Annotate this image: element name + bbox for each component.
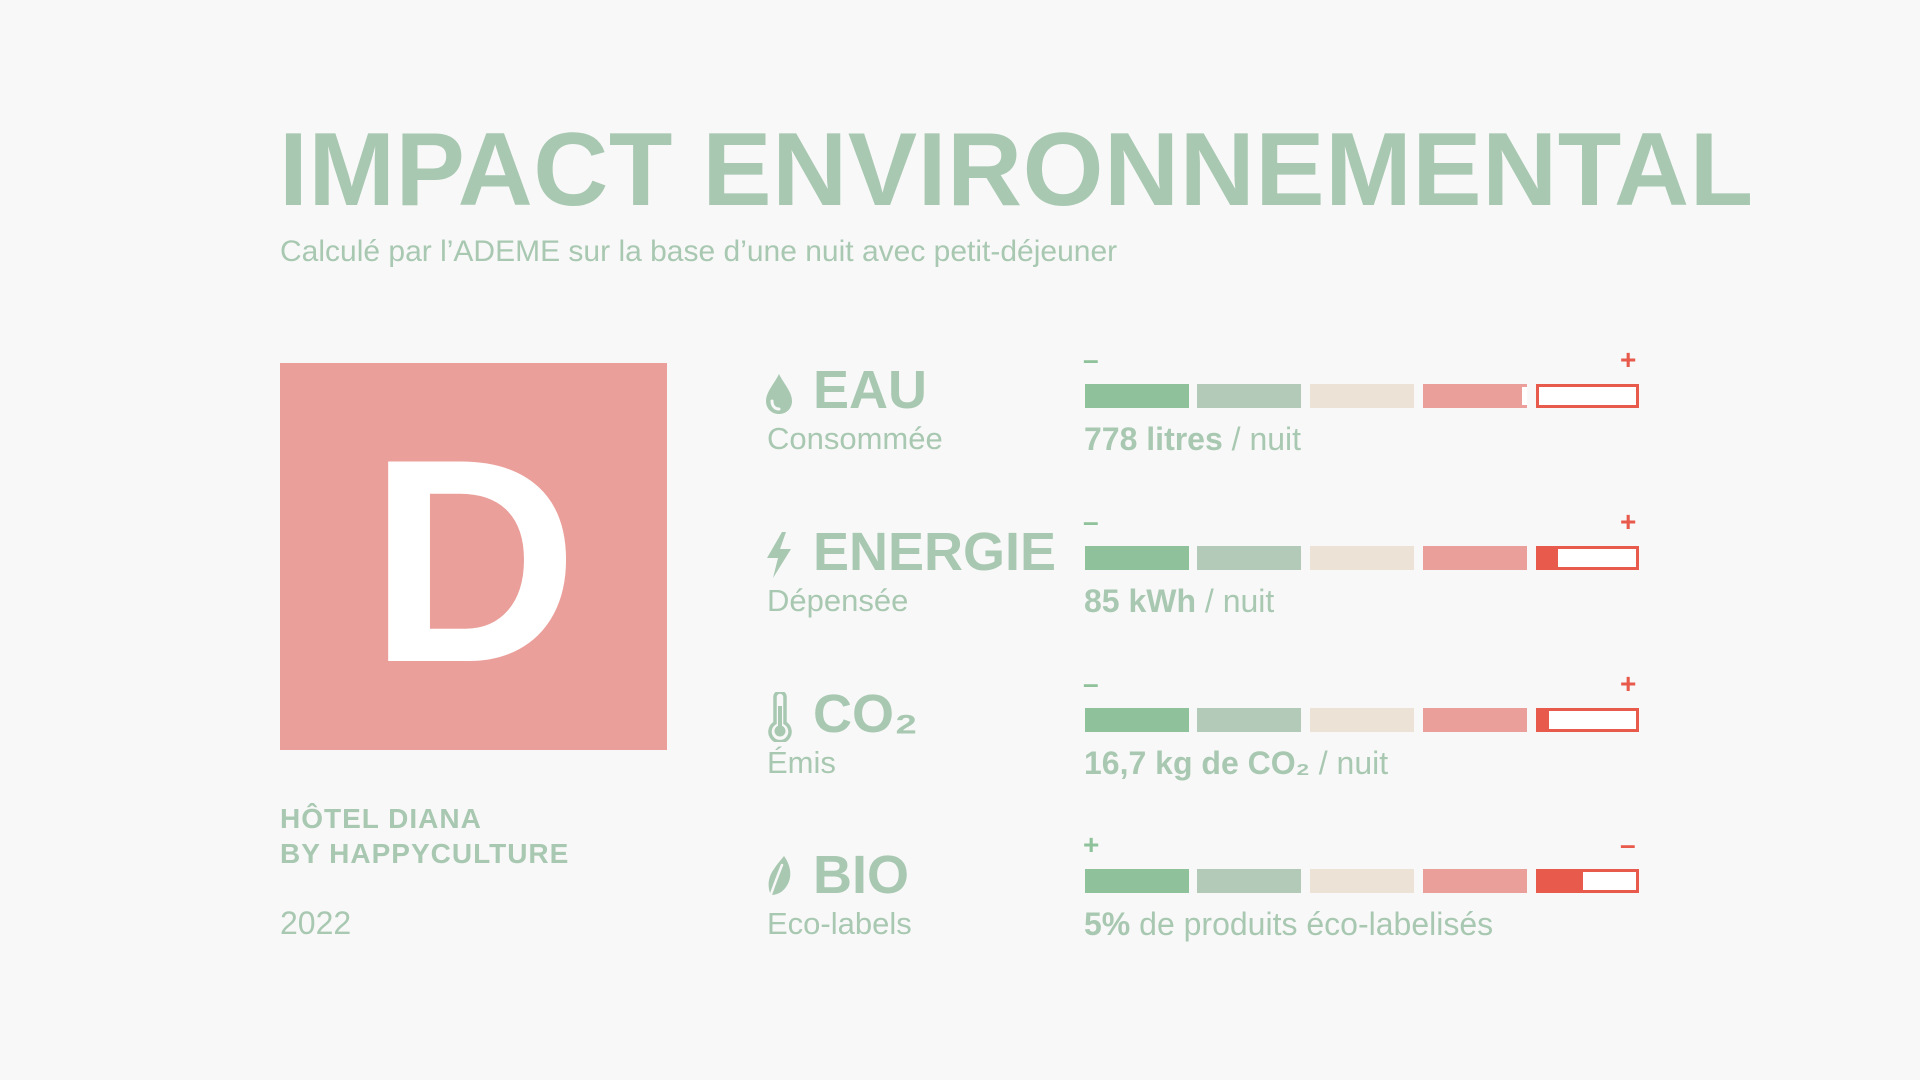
lightning-bolt-icon — [762, 530, 796, 580]
hotel-name-line1: HÔTEL DIANA — [280, 803, 482, 834]
thermometer-icon — [762, 692, 796, 742]
metric-energy: ENERGIE Dépensée 85 kWh / nuit – + — [0, 508, 1920, 645]
scale-segment-5 — [1536, 708, 1639, 732]
leaf-icon — [762, 853, 796, 903]
scale-high-sign: – — [1620, 829, 1636, 860]
scale-segment-1 — [1085, 869, 1189, 893]
scale-segment-2 — [1197, 869, 1301, 893]
metric-water-value-rest: / nuit — [1222, 421, 1302, 457]
scale-segment-5 — [1536, 869, 1639, 893]
scale-segment-3 — [1310, 708, 1414, 732]
scale-segment-5-fill — [1539, 711, 1549, 729]
scale-segment-4 — [1423, 869, 1527, 893]
scale-segment-3 — [1310, 869, 1414, 893]
grade-badge: D — [280, 363, 667, 750]
metric-energy-subtitle: Dépensée — [767, 583, 909, 618]
scale-segment-3 — [1310, 384, 1414, 408]
scale-segment-1 — [1085, 384, 1189, 408]
scale-segment-5-fill — [1539, 872, 1583, 890]
report-year: 2022 — [280, 905, 352, 941]
metric-bio-title: BIO — [813, 845, 910, 905]
metric-energy-title: ENERGIE — [813, 522, 1057, 582]
metric-water-value-bold: 778 litres — [1084, 421, 1223, 457]
metric-co2-value-rest: / nuit — [1309, 745, 1389, 781]
scale-segment-5 — [1536, 384, 1639, 408]
scale-high-sign: + — [1620, 506, 1637, 537]
metric-water-value: 778 litres / nuit — [1084, 423, 1301, 455]
scale-segment-4 — [1423, 708, 1527, 732]
metric-bio: BIO Eco-labels 5% de produits éco-labeli… — [0, 831, 1920, 968]
scale-high-sign: + — [1620, 668, 1637, 699]
scale-low-sign: – — [1083, 344, 1099, 375]
scale-segment-4 — [1423, 546, 1527, 570]
scale-segment-5 — [1536, 546, 1639, 570]
metric-water-subtitle: Consommée — [767, 421, 943, 456]
metric-energy-value: 85 kWh / nuit — [1084, 585, 1274, 617]
scale-segment-2 — [1197, 384, 1301, 408]
scale-segment-1 — [1085, 708, 1189, 732]
scale-high-sign: + — [1620, 344, 1637, 375]
metric-bio-value: 5% de produits éco-labelisés — [1084, 908, 1493, 940]
scale-low-sign: – — [1083, 506, 1099, 537]
metric-co2-value: 16,7 kg de CO₂ / nuit — [1084, 747, 1388, 779]
scale-segment-1 — [1085, 546, 1189, 570]
scale-segment-5-fill — [1539, 549, 1559, 567]
metric-co2-subtitle: Émis — [767, 745, 836, 780]
scale-segment-2 — [1197, 708, 1301, 732]
metric-co2-title: CO₂ — [813, 684, 918, 744]
scale-low-sign: + — [1083, 829, 1100, 860]
metric-water-title: EAU — [813, 360, 928, 420]
metric-co2: CO₂ Émis 16,7 kg de CO₂ / nuit – + — [0, 670, 1920, 807]
metric-bio-subtitle: Eco-labels — [767, 906, 912, 941]
water-drop-icon — [762, 368, 796, 418]
metric-energy-value-bold: 85 kWh — [1084, 583, 1197, 619]
page-subtitle: Calculé par l’ADEME sur la base d’une nu… — [280, 235, 1118, 268]
scale-segment-3 — [1310, 546, 1414, 570]
metric-bio-value-rest: de produits éco-labelisés — [1130, 906, 1494, 942]
grade-letter: D — [368, 398, 579, 723]
metric-water: EAU Consommée 778 litres / nuit – + — [0, 346, 1920, 483]
hotel-name-line2: BY HAPPYCULTURE — [280, 838, 570, 869]
metric-bio-value-bold: 5% — [1084, 906, 1131, 942]
page-title: IMPACT ENVIRONNEMENTAL — [279, 112, 1754, 228]
scale-position-marker — [1521, 387, 1527, 405]
scale-low-sign: – — [1083, 668, 1099, 699]
metric-energy-value-rest: / nuit — [1196, 583, 1275, 619]
scale-segment-2 — [1197, 546, 1301, 570]
metric-co2-value-bold: 16,7 kg de CO₂ — [1084, 745, 1310, 781]
hotel-name: HÔTEL DIANA BY HAPPYCULTURE — [280, 801, 569, 871]
scale-segment-4 — [1423, 384, 1527, 408]
